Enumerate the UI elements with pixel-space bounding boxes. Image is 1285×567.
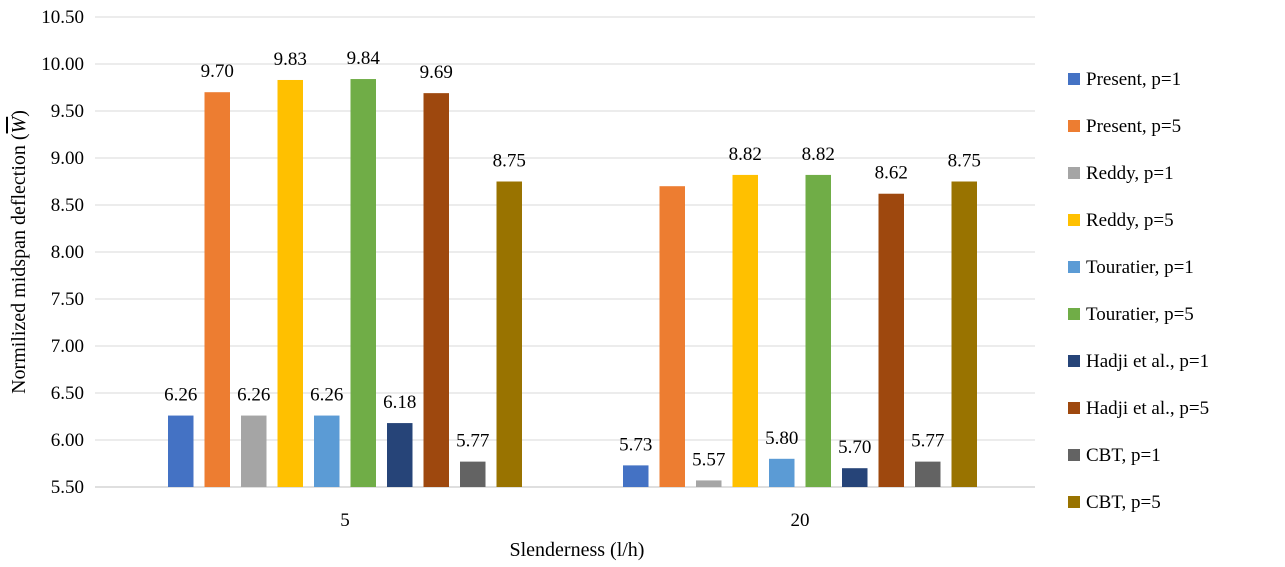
data-labels: 6.26 5.73 9.70 6.26 5.57 9.83 8.82 6.26 5.80 9.84… xyxy=(164,48,981,470)
bar xyxy=(496,181,522,487)
bar xyxy=(423,93,449,487)
data-label: 5.70 xyxy=(838,437,871,458)
legend-label: CBT, p=1 xyxy=(1086,445,1161,466)
data-label: 5.77 xyxy=(456,431,489,452)
legend-swatch xyxy=(1068,214,1080,226)
bar xyxy=(915,461,941,487)
legend-swatch xyxy=(1068,167,1080,179)
data-label: 8.82 xyxy=(729,144,762,165)
data-label: 6.18 xyxy=(383,392,416,413)
data-label: 9.70 xyxy=(201,61,234,82)
y-tick-label: 7.00 xyxy=(51,336,84,357)
legend-item: CBT, p=5 xyxy=(1068,492,1161,513)
legend-label: CBT, p=5 xyxy=(1086,492,1161,513)
bar xyxy=(241,415,267,487)
legend-swatch xyxy=(1068,449,1080,461)
legend-swatch xyxy=(1068,355,1080,367)
legend-item: Reddy, p=5 xyxy=(1068,210,1174,231)
bar xyxy=(769,458,795,487)
data-label: 9.84 xyxy=(347,48,381,69)
bar xyxy=(350,79,376,487)
data-label: 5.73 xyxy=(619,434,652,455)
x-tick-label: 5 xyxy=(340,510,350,531)
y-axis-title-close: ) xyxy=(8,110,30,117)
legend-label: Reddy, p=5 xyxy=(1086,210,1174,231)
legend-label: Present, p=5 xyxy=(1086,116,1181,137)
y-tick-label: 6.00 xyxy=(51,430,84,451)
legend-label: Touratier, p=1 xyxy=(1086,257,1194,278)
legend-item: Reddy, p=1 xyxy=(1068,163,1174,184)
y-axis-title-symbol: W xyxy=(8,114,30,133)
legend-swatch xyxy=(1068,308,1080,320)
data-label: 8.75 xyxy=(493,151,526,172)
data-label: 6.26 xyxy=(237,385,270,406)
y-axis-ticks: 5.50 6.00 6.50 7.00 7.50 8.00 8.50 9.00 9.50 10.0… xyxy=(41,7,84,498)
legend-label: Hadji et al., p=5 xyxy=(1086,398,1209,419)
legend-label: Touratier, p=5 xyxy=(1086,304,1194,325)
data-label: 9.69 xyxy=(420,62,453,83)
legend-swatch xyxy=(1068,120,1080,132)
data-label: 5.77 xyxy=(911,431,944,452)
bar xyxy=(805,174,831,488)
legend-item: Present, p=5 xyxy=(1068,116,1181,137)
data-label: 8.62 xyxy=(875,163,908,184)
data-label: 8.75 xyxy=(948,151,981,172)
y-tick-label: 10.00 xyxy=(41,54,84,75)
data-label: 6.26 xyxy=(310,385,343,406)
legend-item: Touratier, p=5 xyxy=(1068,304,1194,325)
bar xyxy=(204,92,230,487)
legend-item: CBT, p=1 xyxy=(1068,445,1161,466)
bar xyxy=(314,415,340,487)
y-tick-label: 7.50 xyxy=(51,289,84,310)
bar xyxy=(842,468,868,487)
legend-item: Hadji et al., p=1 xyxy=(1068,351,1209,372)
bar xyxy=(696,480,722,487)
legend: Present, p=1 Present, p=5 Reddy, p=1 Reddy,… xyxy=(1068,69,1209,513)
y-tick-label: 10.50 xyxy=(41,7,84,28)
bar xyxy=(387,423,413,487)
legend-label: Reddy, p=1 xyxy=(1086,163,1174,184)
legend-swatch xyxy=(1068,73,1080,85)
legend-swatch xyxy=(1068,496,1080,508)
bar xyxy=(659,186,685,487)
legend-swatch xyxy=(1068,402,1080,414)
y-axis-title: Normilized midspan deflection (W) xyxy=(8,110,30,394)
bar xyxy=(277,79,303,487)
y-tick-label: 6.50 xyxy=(51,383,84,404)
y-tick-label: 9.00 xyxy=(51,148,84,169)
data-label: 9.83 xyxy=(274,49,307,70)
y-tick-label: 8.00 xyxy=(51,242,84,263)
bar xyxy=(168,415,194,487)
y-tick-label: 5.50 xyxy=(51,477,84,498)
x-tick-label: 20 xyxy=(791,510,810,531)
bar xyxy=(951,181,977,487)
data-label: 5.57 xyxy=(692,449,725,470)
legend-item: Touratier, p=1 xyxy=(1068,257,1194,278)
x-axis-ticks: 5 20 xyxy=(340,510,809,531)
bar xyxy=(460,461,486,487)
bars xyxy=(168,79,977,488)
x-axis-title: Slenderness (l/h) xyxy=(510,539,645,561)
legend-label: Hadji et al., p=1 xyxy=(1086,351,1209,372)
legend-label: Present, p=1 xyxy=(1086,69,1181,90)
y-tick-label: 8.50 xyxy=(51,195,84,216)
y-axis-title-text: Normilized midspan deflection ( xyxy=(8,133,30,394)
y-tick-label: 9.50 xyxy=(51,101,84,122)
data-label: 6.26 xyxy=(164,385,197,406)
legend-item: Present, p=1 xyxy=(1068,69,1181,90)
bar xyxy=(623,465,649,487)
legend-swatch xyxy=(1068,261,1080,273)
data-label: 8.82 xyxy=(802,144,835,165)
legend-item: Hadji et al., p=5 xyxy=(1068,398,1209,419)
bar xyxy=(732,174,758,488)
data-label: 5.80 xyxy=(765,428,798,449)
bar xyxy=(878,193,904,487)
